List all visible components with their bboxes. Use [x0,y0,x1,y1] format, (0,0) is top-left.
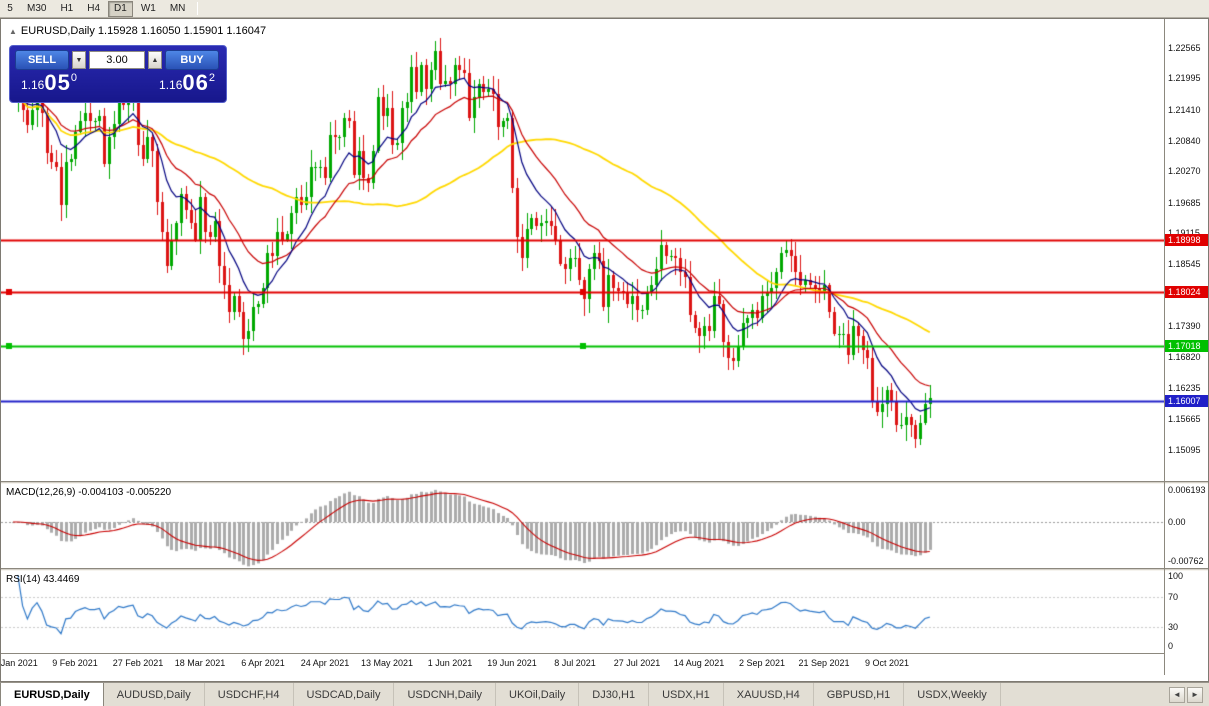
date-axis-label: 27 Jul 2021 [613,658,661,668]
buy-price-prefix: 1.16 [159,78,183,92]
chart-tab-eurusd-daily[interactable]: EURUSD,Daily [0,683,104,706]
price-axis-label: 1.20270 [1168,166,1201,176]
volume-input[interactable] [89,51,145,69]
date-axis-label: 21 Jan 2021 [0,658,38,668]
date-axis-label: 18 Mar 2021 [174,658,226,668]
chart-tab-xauusd-h4[interactable]: XAUUSD,H4 [724,683,814,706]
date-axis-label: 9 Feb 2021 [52,658,98,668]
timeframe-button-h1[interactable]: H1 [60,3,74,14]
date-axis-label: 1 Jun 2021 [427,658,473,668]
price-axis-label: 1.21995 [1168,73,1201,83]
timeframe-button-mn[interactable]: MN [169,3,186,14]
price-axis-label: 1.16235 [1168,383,1201,393]
price-line-tag: 1.18998 [1165,234,1208,246]
date-axis-label: 24 Apr 2021 [300,658,350,668]
sell-button[interactable]: SELL [15,50,69,70]
sell-price-pips: 05 [44,70,71,95]
price-scale-divider [1164,19,1165,675]
date-axis-label: 9 Oct 2021 [864,658,910,668]
chart-ohlc-label: EURUSD,Daily 1.15928 1.16050 1.15901 1.1… [20,25,267,37]
price-axis-label: 1.15095 [1168,445,1201,455]
chart-tab-audusd-daily[interactable]: AUDUSD,Daily [104,683,205,706]
buy-price-pips: 06 [182,70,209,95]
sell-price: 1.16 05 0 [21,72,77,94]
price-axis-label: 1.20840 [1168,136,1201,146]
timeframe-toolbar: 5 M30 H1 H4 D1 W1 MN [0,0,1209,18]
timeframe-button-h4[interactable]: H4 [87,3,101,14]
price-axis-label: 1.21410 [1168,105,1201,115]
sell-price-prefix: 1.16 [21,78,45,92]
one-click-collapse-icon[interactable]: ▲ [9,26,17,36]
price-axis-label: 1.19685 [1168,198,1201,208]
chart-tab-strip: EURUSD,Daily AUDUSD,Daily USDCHF,H4 USDCAD,… [0,683,1163,706]
timeframe-button-m30[interactable]: M30 [27,3,47,14]
macd-scale-label: -0.00762 [1168,556,1204,566]
price-axis-label: 1.19115 [1168,228,1200,238]
chart-header: ▲ EURUSD,Daily 1.15928 1.16050 1.15901 1… [9,25,266,37]
price-axis-label: 1.18545 [1168,259,1201,269]
date-axis-label: 8 Jul 2021 [554,658,596,668]
price-axis-label: 1.22565 [1168,43,1201,53]
tabs-scroll-right-icon[interactable]: ► [1187,686,1203,703]
rsi-scale-label: 0 [1168,641,1174,651]
price-axis-label: 1.15665 [1168,414,1201,424]
macd-scale-label: 0.006193 [1168,485,1206,495]
date-axis-label: 21 Sep 2021 [798,658,850,668]
volume-increase-icon[interactable]: ▲ [148,51,162,69]
one-click-trade-panel: SELL ▼ ▲ BUY 1.16 05 0 1.16 06 2 [9,45,227,103]
date-axis-label: 14 Aug 2021 [673,658,725,668]
timeframe-button-5[interactable]: 5 [7,3,13,14]
price-line-tag: 1.17018 [1165,340,1208,352]
rsi-pane-canvas[interactable] [1,571,1164,653]
chart-tab-usdcnh-daily[interactable]: USDCNH,Daily [394,683,497,706]
chart-tab-usdx-h1[interactable]: USDX,H1 [649,683,724,706]
rsi-scale-label: 70 [1168,592,1179,602]
price-axis-label: 1.16820 [1168,352,1201,362]
chart-tab-usdchf-h4[interactable]: USDCHF,H4 [205,683,294,706]
price-line-tag: 1.16007 [1165,395,1208,407]
price-axis-label: 1.17390 [1168,321,1201,331]
tabs-scroll-left-icon[interactable]: ◄ [1169,686,1185,703]
chart-tab-usdx-weekly[interactable]: USDX,Weekly [904,683,1001,706]
chart-tab-ukoil-daily[interactable]: UKOil,Daily [496,683,580,706]
date-axis-label: 13 May 2021 [360,658,414,668]
buy-price-point: 2 [208,72,215,84]
price-line-tag: 1.18024 [1165,286,1208,298]
macd-pane-canvas[interactable] [1,484,1164,568]
buy-button[interactable]: BUY [165,50,219,70]
date-axis [1,653,1164,675]
date-axis-label: 2 Sep 2021 [738,658,786,668]
chart-tab-usdcad-daily[interactable]: USDCAD,Daily [294,683,395,706]
pane-splitter[interactable] [1,481,1208,484]
chart-window: ▲ EURUSD,Daily 1.15928 1.16050 1.15901 1… [0,18,1209,682]
pane-splitter[interactable] [1,568,1208,571]
toolbar-separator [197,2,199,15]
rsi-scale-label: 30 [1168,622,1179,632]
sell-price-point: 0 [70,72,77,84]
rsi-scale-label: 100 [1168,571,1184,581]
timeframe-button-w1[interactable]: W1 [140,3,156,14]
volume-decrease-icon[interactable]: ▼ [72,51,86,69]
macd-indicator-label: MACD(12,26,9) -0.004103 -0.005220 [6,487,172,498]
chart-tab-gbpusd-h1[interactable]: GBPUSD,H1 [814,683,905,706]
chart-tab-bar: EURUSD,Daily AUDUSD,Daily USDCHF,H4 USDCAD,… [0,682,1209,706]
timeframe-button-d1[interactable]: D1 [108,0,133,17]
chart-tab-dj30-h1[interactable]: DJ30,H1 [579,683,650,706]
date-axis-label: 27 Feb 2021 [112,658,164,668]
date-axis-label: 6 Apr 2021 [241,658,285,668]
rsi-indicator-label: RSI(14) 43.4469 [6,574,80,585]
date-axis-label: 19 Jun 2021 [487,658,537,668]
macd-scale-label: 0.00 [1168,517,1186,527]
buy-price: 1.16 06 2 [159,72,215,94]
